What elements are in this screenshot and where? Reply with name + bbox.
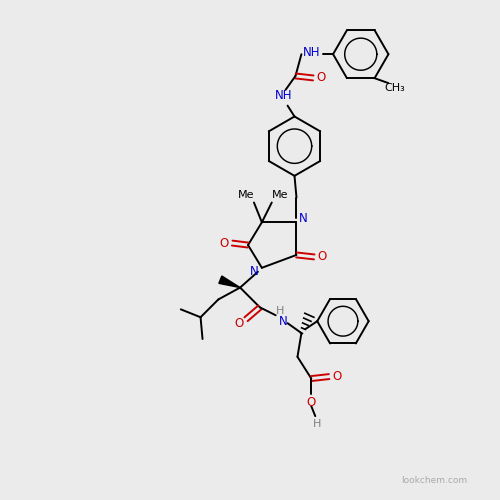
Text: H: H — [313, 419, 322, 429]
Text: O: O — [316, 72, 326, 85]
Text: CH₃: CH₃ — [384, 83, 405, 93]
Text: NH: NH — [302, 46, 320, 59]
Text: O: O — [220, 236, 229, 250]
Text: NH: NH — [275, 89, 292, 102]
Text: O: O — [332, 370, 342, 383]
Text: Me: Me — [272, 190, 288, 200]
Text: O: O — [234, 316, 244, 330]
Text: O: O — [318, 250, 327, 264]
Text: N: N — [299, 212, 308, 225]
Text: H: H — [276, 306, 284, 316]
Polygon shape — [219, 276, 240, 287]
Text: Me: Me — [238, 190, 254, 200]
Text: lookchem.com: lookchem.com — [402, 476, 468, 486]
Text: N: N — [250, 266, 258, 278]
Text: O: O — [306, 396, 316, 409]
Text: N: N — [279, 314, 288, 328]
